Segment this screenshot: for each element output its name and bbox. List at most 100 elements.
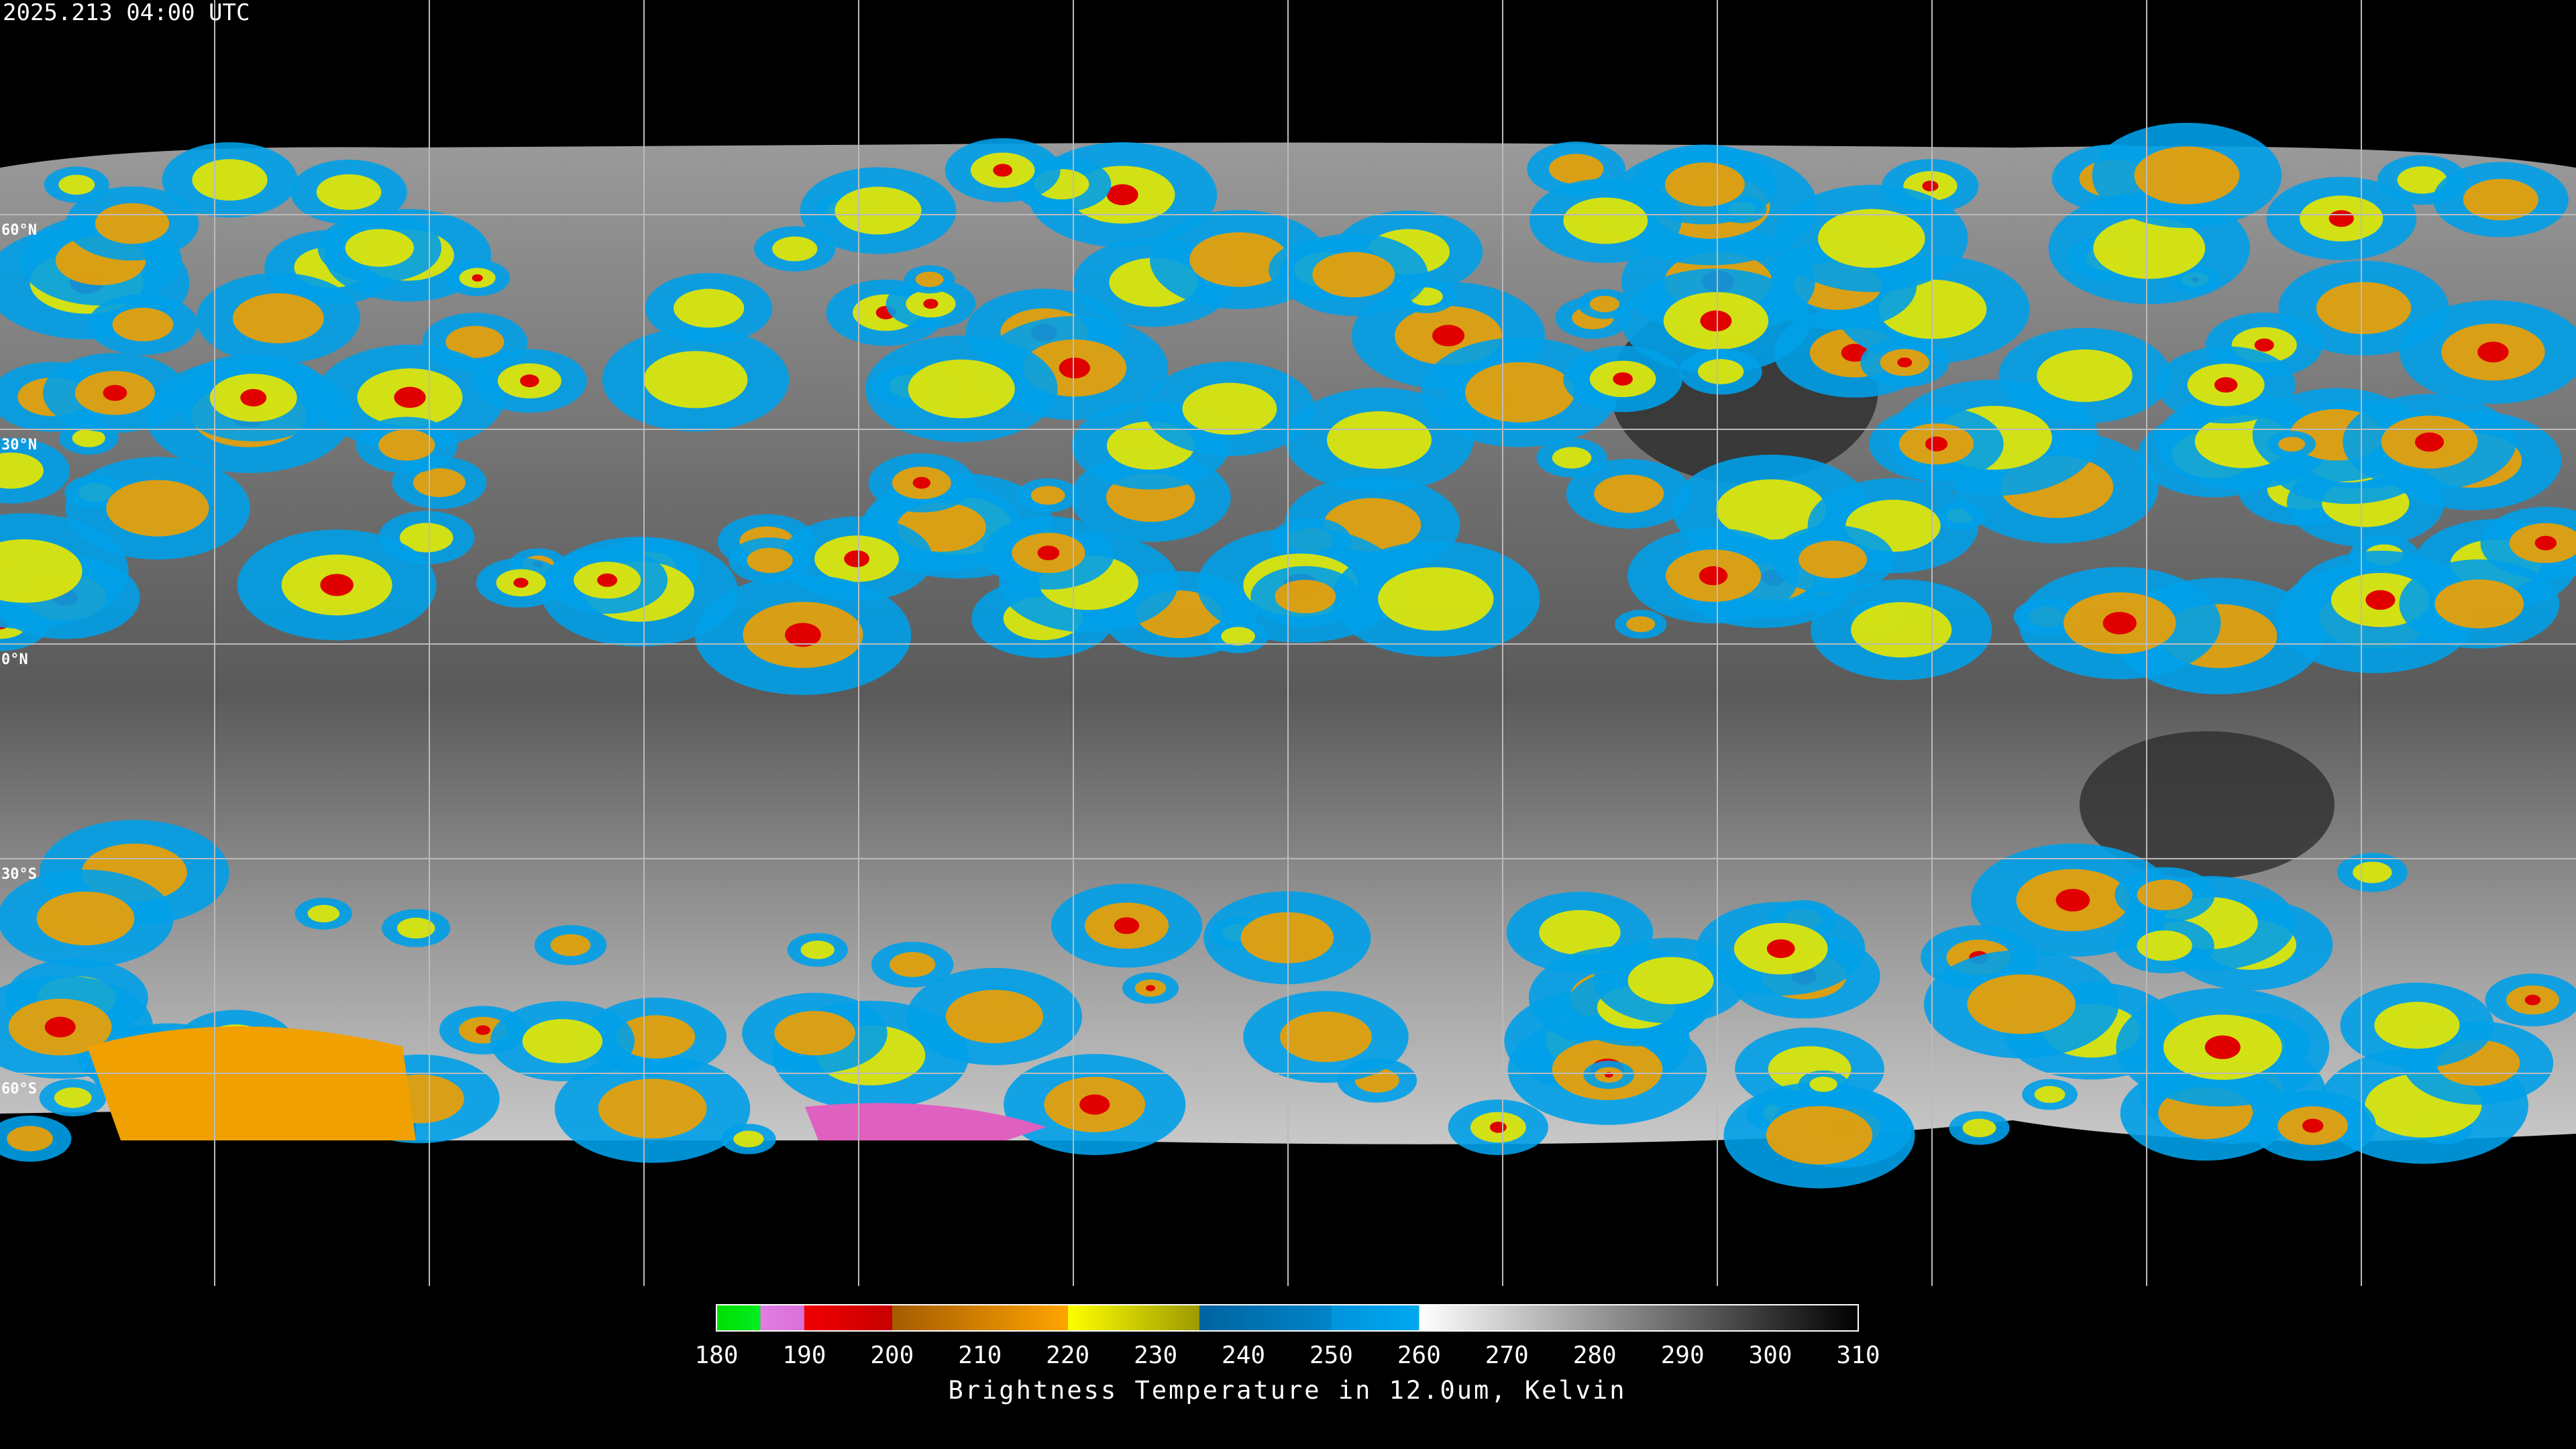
cloud-top bbox=[1925, 436, 1948, 451]
cloud-top bbox=[2365, 590, 2396, 610]
cloud-core bbox=[1240, 912, 1334, 963]
latitude-label: 0°N bbox=[1, 651, 28, 668]
cloud-top bbox=[2254, 338, 2274, 352]
cloud-core bbox=[58, 174, 95, 195]
cloud-core bbox=[1182, 382, 1277, 435]
colorbar-tick-label: 300 bbox=[1749, 1342, 1792, 1369]
cloud-core bbox=[413, 468, 466, 498]
cloud-core bbox=[399, 523, 453, 553]
cloud-core bbox=[2463, 178, 2538, 221]
cloud-core bbox=[643, 351, 748, 409]
cloud-core bbox=[908, 359, 1015, 419]
cloud-top bbox=[2214, 377, 2238, 393]
cloud-core bbox=[72, 429, 105, 447]
cloud-core bbox=[1799, 540, 1868, 579]
cloud-core bbox=[1221, 627, 1255, 646]
colorbar-tick-label: 220 bbox=[1046, 1342, 1089, 1369]
cloud-core bbox=[307, 904, 340, 922]
cloud-top bbox=[394, 386, 426, 409]
graticule: 60°N 30°N 0°N 30°S 60°S bbox=[0, 0, 2576, 1286]
cloud-core bbox=[1627, 957, 1714, 1004]
cloud-core bbox=[674, 288, 745, 328]
colorbar-segment bbox=[1331, 1305, 1419, 1331]
cloud-top bbox=[844, 550, 869, 568]
timestamp: 2025.213 04:00 UTC bbox=[3, 0, 250, 26]
cloud-core bbox=[1563, 197, 1648, 244]
colorbar-tick-label: 280 bbox=[1573, 1342, 1617, 1369]
cloud-core bbox=[2397, 166, 2447, 194]
cloud-core bbox=[1962, 1118, 1996, 1138]
cloud-core bbox=[316, 174, 382, 210]
cloud-core bbox=[1809, 1076, 1837, 1092]
cloud-core bbox=[95, 203, 170, 244]
cloud-core bbox=[1697, 359, 1744, 384]
cloud-core bbox=[2137, 930, 2192, 961]
cloud-top bbox=[44, 1016, 76, 1038]
colorbar-tick-label: 310 bbox=[1836, 1342, 1880, 1369]
cloud-top bbox=[2055, 888, 2090, 912]
colorbar: 180 190 200 210 220 230 240 250 260 270 280 290 300 3… bbox=[694, 1304, 1880, 1405]
cloud-top bbox=[1489, 1122, 1507, 1133]
cloud-core bbox=[2093, 217, 2206, 279]
cloud-top bbox=[1613, 372, 1633, 386]
cloud-top bbox=[1079, 1094, 1110, 1115]
cloud-top bbox=[2328, 210, 2354, 227]
cloud-top bbox=[912, 477, 931, 489]
cloud-core bbox=[2137, 879, 2193, 910]
cloud-top bbox=[597, 573, 618, 587]
cloud-top bbox=[993, 164, 1013, 177]
cloud-core bbox=[1552, 447, 1592, 469]
cloud-top bbox=[2524, 994, 2541, 1006]
colorbar-tick-label: 200 bbox=[870, 1342, 914, 1369]
colorbar-label: Brightness Temperature in 12.0um, Kelvin bbox=[948, 1376, 1626, 1405]
cloud-core bbox=[345, 229, 415, 267]
cloud-core bbox=[378, 429, 435, 461]
cloud-top bbox=[520, 374, 539, 388]
cloud-top bbox=[1897, 357, 1913, 368]
cloud-core bbox=[890, 952, 936, 977]
cloud-core bbox=[733, 1130, 764, 1148]
cloud-core bbox=[1594, 474, 1664, 513]
cloud-core bbox=[36, 892, 135, 946]
cloud-core bbox=[192, 159, 268, 201]
cloud-top bbox=[513, 578, 529, 588]
cloud-core bbox=[747, 547, 793, 574]
cloud-core bbox=[1312, 252, 1395, 298]
cloud-top bbox=[1037, 545, 1060, 561]
cloud-top bbox=[1146, 985, 1156, 991]
cloud-top bbox=[240, 388, 267, 407]
cloud-top bbox=[1766, 939, 1795, 959]
cloud-core bbox=[106, 480, 209, 537]
cloud-core bbox=[1280, 1012, 1372, 1063]
cloud-top bbox=[923, 299, 938, 309]
cloud-core bbox=[1967, 974, 2076, 1034]
cloud-core bbox=[396, 917, 435, 939]
colorbar-tick-label: 180 bbox=[694, 1342, 738, 1369]
cloud-core bbox=[2316, 282, 2412, 335]
cloud-top bbox=[2302, 1118, 2324, 1133]
cloud-core bbox=[1378, 567, 1494, 631]
cloud-core bbox=[2374, 1002, 2460, 1049]
cloud-core bbox=[2353, 861, 2392, 883]
cloud-top bbox=[1114, 917, 1140, 934]
colorbar-segment bbox=[1067, 1305, 1200, 1331]
dry-region bbox=[2080, 731, 2334, 879]
cloud-core bbox=[1716, 479, 1826, 540]
cloud-layer bbox=[0, 122, 2576, 1189]
colorbar-tick-label: 260 bbox=[1397, 1342, 1441, 1369]
cloud-core bbox=[2278, 437, 2306, 452]
cloud-core bbox=[1275, 580, 1336, 614]
colorbar-tick-label: 210 bbox=[958, 1342, 1002, 1369]
colorbar-tick-label: 250 bbox=[1309, 1342, 1353, 1369]
latitude-label: 60°N bbox=[1, 222, 37, 239]
colorbar-tick-label: 270 bbox=[1485, 1342, 1529, 1369]
cloud-core bbox=[0, 452, 44, 489]
cloud-top bbox=[2414, 432, 2445, 452]
cloud-top bbox=[472, 274, 483, 282]
cloud-top bbox=[2102, 612, 2137, 635]
latitude-label: 60°S bbox=[1, 1081, 37, 1097]
cloud-core bbox=[1589, 295, 1620, 313]
cloud-core bbox=[945, 989, 1044, 1044]
cloud-core bbox=[598, 1079, 707, 1139]
colorbar-frame bbox=[716, 1304, 1859, 1332]
